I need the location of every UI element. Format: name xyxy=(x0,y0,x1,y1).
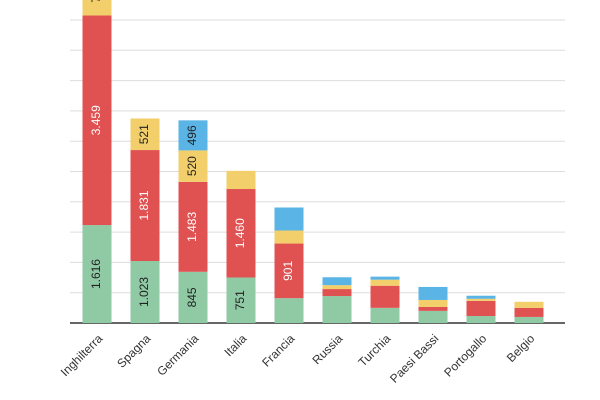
bar-segment xyxy=(226,189,256,278)
value-label: 1.831 xyxy=(137,190,151,220)
x-tick-label: Spagna xyxy=(114,331,153,370)
value-label: 1.460 xyxy=(233,218,247,248)
bar-segment xyxy=(130,261,160,323)
x-tick-label: Belgio xyxy=(504,331,538,365)
x-tick-label: Francia xyxy=(259,331,297,369)
bar-segment xyxy=(322,285,352,290)
bar-segment xyxy=(274,298,304,323)
bar-segment xyxy=(418,310,448,323)
bar-segment xyxy=(178,271,208,323)
value-label: 496 xyxy=(185,125,199,145)
bar-segment xyxy=(130,150,160,262)
bar-segment xyxy=(418,299,448,307)
bar-segment xyxy=(322,289,352,297)
x-tick-label: Portogallo xyxy=(441,331,489,379)
bar-segment xyxy=(322,277,352,286)
bar-segment xyxy=(418,306,448,311)
bar-segment xyxy=(514,301,544,308)
value-label: 1.483 xyxy=(185,212,199,242)
x-tick-label: Paesi Bassi xyxy=(387,331,441,385)
x-tick-label: Germania xyxy=(154,331,201,378)
bar-segment xyxy=(466,300,496,317)
bar-segment xyxy=(514,307,544,317)
bar-segment xyxy=(274,207,304,231)
x-tick-label: Russia xyxy=(310,331,346,367)
bar-segment xyxy=(370,279,400,286)
bar-segment xyxy=(178,150,208,182)
value-label: 521 xyxy=(137,124,151,144)
bar-segment xyxy=(370,307,400,323)
bar-segment xyxy=(274,243,304,299)
bar-segment xyxy=(370,276,400,280)
bar-segment xyxy=(466,298,496,301)
value-label: 751 xyxy=(233,290,247,310)
bar-segment xyxy=(274,230,304,244)
bar-segment xyxy=(466,295,496,299)
value-label: 901 xyxy=(281,261,295,281)
x-tick-label: Italia xyxy=(222,331,250,359)
bar-segment xyxy=(178,120,208,151)
bar-segment xyxy=(226,170,256,190)
value-label: 845 xyxy=(185,287,199,307)
bar-segment xyxy=(322,296,352,323)
bar-segment xyxy=(226,277,256,323)
value-label: 750 xyxy=(89,0,103,3)
bar-segment xyxy=(466,316,496,323)
bar-segment xyxy=(178,181,208,272)
bar-segment xyxy=(370,285,400,308)
value-label: 520 xyxy=(185,156,199,176)
bar-segment xyxy=(514,316,544,323)
value-label: 3.459 xyxy=(89,105,103,135)
x-tick-label: Turchia xyxy=(355,331,393,369)
bar-segment xyxy=(82,225,112,323)
x-tick-label: Inghilterra xyxy=(58,331,106,379)
bar-segment xyxy=(82,15,112,226)
value-label: 1.023 xyxy=(137,277,151,307)
bar-segment xyxy=(418,286,448,300)
bar-segment xyxy=(130,118,160,151)
bar-segment xyxy=(82,0,112,16)
value-label: 1.616 xyxy=(89,259,103,289)
